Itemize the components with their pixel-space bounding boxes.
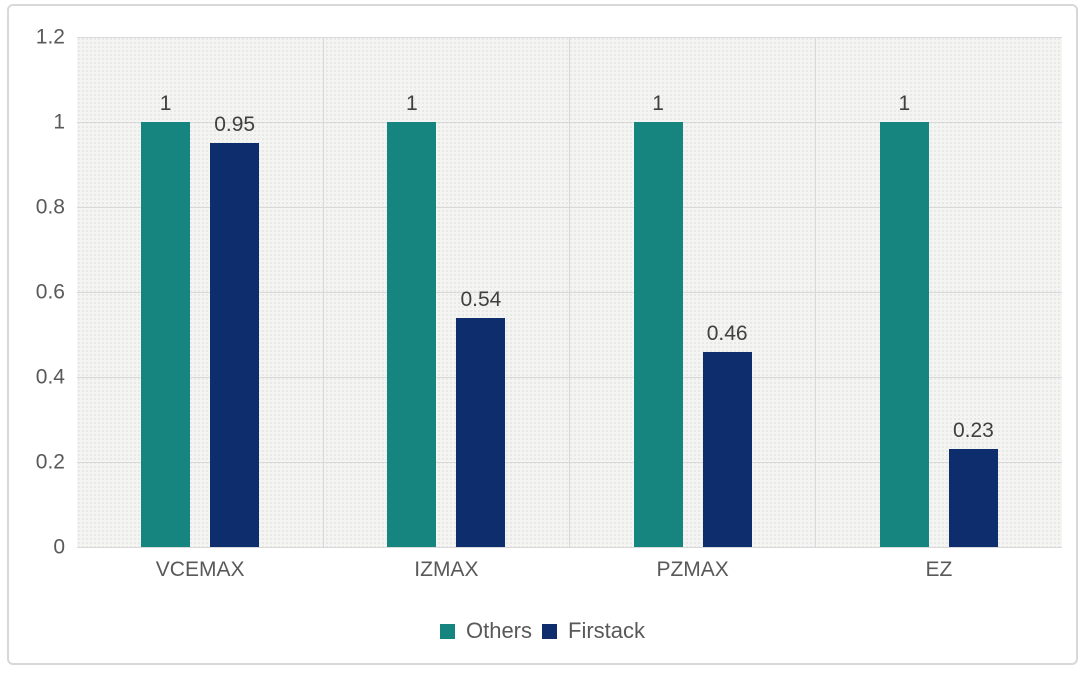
category-separator — [569, 37, 570, 547]
plot-area: 1 0.95 1 0.54 1 0.46 1 0.23 — [77, 36, 1062, 548]
data-label-firstack-pzmax: 0.46 — [706, 321, 748, 345]
legend-swatch-others — [439, 623, 455, 639]
data-label-others-ez: 1 — [898, 92, 911, 115]
bar-firstack-pzmax — [702, 351, 752, 547]
legend-label-firstack: Firstack — [568, 618, 646, 643]
y-tick-label-0.8: 0.8 — [35, 195, 65, 219]
data-label-others-izmax: 1 — [406, 92, 418, 115]
bar-firstack-ez — [948, 449, 998, 547]
x-tick-label-izmax: IZMAX — [414, 558, 479, 581]
data-label-others-pzmax: 1 — [652, 92, 664, 115]
y-tick-label-1: 1 — [53, 110, 65, 134]
data-label-firstack-vcemax: 0.95 — [214, 113, 256, 137]
y-tick-label-0.6: 0.6 — [35, 280, 65, 304]
x-tick-label-pzmax: PZMAX — [656, 558, 729, 581]
y-tick-label-0.4: 0.4 — [35, 365, 65, 389]
bar-others-ez — [879, 122, 929, 547]
category-separator — [322, 37, 324, 547]
bar-firstack-vcemax — [210, 143, 260, 547]
legend-label-others: Others — [465, 618, 533, 643]
chart-frame: 0 0.2 0.4 0.6 0.8 1 1.2 1 0.95 1 0.54 1 0.46 1 0.23 V… — [7, 4, 1078, 665]
y-tick-label-1.2: 1.2 — [35, 25, 65, 49]
legend-swatch-firstack — [542, 623, 558, 639]
legend-item-others: Others — [439, 618, 533, 644]
x-axis: VCEMAX IZMAX PZMAX EZ — [77, 558, 1062, 582]
bar-others-pzmax — [633, 122, 683, 547]
y-tick-label-0: 0 — [53, 535, 65, 559]
bar-others-vcemax — [141, 122, 191, 547]
y-tick-label-0.2: 0.2 — [35, 450, 65, 474]
data-label-others-vcemax: 1 — [159, 92, 172, 115]
gridline-0 — [77, 546, 1062, 548]
x-tick-label-ez: EZ — [925, 558, 953, 581]
legend-item-firstack: Firstack — [542, 618, 645, 644]
x-tick-label-vcemax: VCEMAX — [155, 558, 245, 581]
bar-others-izmax — [387, 122, 437, 547]
legend: Others Firstack — [9, 618, 1076, 644]
data-label-firstack-izmax: 0.54 — [460, 287, 502, 311]
bar-firstack-izmax — [456, 317, 506, 547]
y-axis: 0 0.2 0.4 0.6 0.8 1 1.2 — [9, 6, 65, 663]
data-label-firstack-ez: 0.23 — [952, 419, 994, 443]
category-separator — [815, 37, 817, 547]
